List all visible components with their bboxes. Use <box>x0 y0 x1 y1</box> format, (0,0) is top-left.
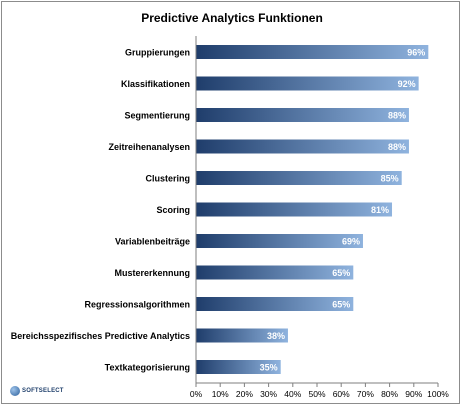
data-label: 38% <box>267 331 285 341</box>
category-label: Bereichsspezifisches Predictive Analytic… <box>11 331 190 341</box>
category-label: Zeitreihenanalysen <box>108 142 190 152</box>
bar <box>196 360 281 374</box>
category-label: Regressionsalgorithmen <box>84 300 190 310</box>
data-label: 96% <box>407 48 425 58</box>
x-tick-label: 30% <box>260 389 277 399</box>
bar <box>196 76 419 91</box>
category-label: Segmentierung <box>124 111 190 121</box>
bar <box>196 139 409 154</box>
x-tick-label: 40% <box>284 389 301 399</box>
data-label: 88% <box>388 142 406 152</box>
x-tick-label: 0% <box>190 389 203 399</box>
category-label: Variablenbeiträge <box>115 237 190 247</box>
data-label: 85% <box>381 174 399 184</box>
category-label: Scoring <box>156 205 190 215</box>
x-tick-label: 70% <box>357 389 374 399</box>
data-label: 65% <box>332 268 350 278</box>
data-label: 35% <box>260 363 278 373</box>
logo-icon <box>10 386 20 396</box>
x-tick-label: 100% <box>427 389 449 399</box>
x-tick-label: 10% <box>212 389 229 399</box>
bar <box>196 234 363 248</box>
category-label: Textkategorisierung <box>105 363 190 373</box>
x-tick-label: 20% <box>236 389 253 399</box>
x-tick-label: 60% <box>333 389 350 399</box>
x-tick-label: 90% <box>405 389 422 399</box>
category-label: Clustering <box>145 174 190 184</box>
bar <box>196 171 402 185</box>
data-label: 65% <box>332 300 350 310</box>
bar-chart: Predictive Analytics Funktionen Gruppier… <box>11 11 450 399</box>
x-tick-label: 50% <box>308 389 325 399</box>
chart-title: Predictive Analytics Funktionen <box>141 11 323 25</box>
softselect-logo: SOFTSELECT <box>10 386 64 396</box>
bar <box>196 45 429 59</box>
data-label: 92% <box>398 79 416 89</box>
bar <box>196 297 354 311</box>
data-label: 88% <box>388 111 406 121</box>
bar <box>196 108 409 122</box>
category-label: Klassifikationen <box>121 79 190 89</box>
data-label: 81% <box>371 205 389 215</box>
bar <box>196 328 288 343</box>
category-label: Mustererkennung <box>114 268 190 278</box>
data-label: 69% <box>342 237 360 247</box>
logo-text: SOFTSELECT <box>22 388 64 394</box>
bar <box>196 202 393 217</box>
x-tick-label: 80% <box>381 389 398 399</box>
bar <box>196 265 354 280</box>
category-label: Gruppierungen <box>125 48 190 58</box>
chart-frame: Predictive Analytics Funktionen Gruppier… <box>1 1 460 404</box>
